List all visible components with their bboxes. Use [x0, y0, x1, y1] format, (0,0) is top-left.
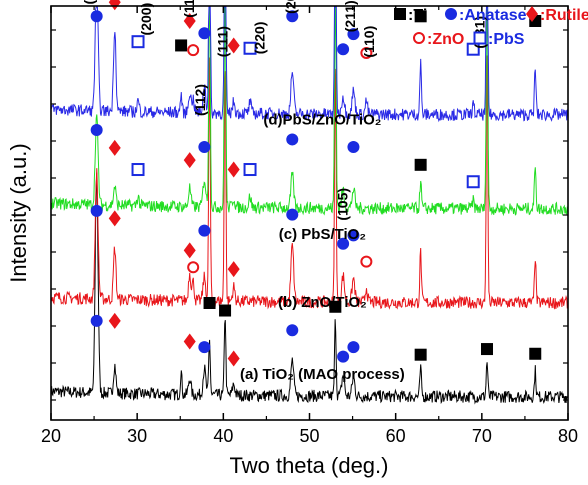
trace-series-4: [50, 6, 569, 123]
ti-marker: [219, 304, 232, 317]
legend: :Ti :Anatase :Rutile :ZnO :PbS: [394, 6, 588, 48]
anatase-marker: [347, 229, 360, 242]
hkl-label: (211): [342, 0, 358, 32]
legend-marker-3: [526, 6, 538, 22]
rutile-marker: [183, 333, 196, 350]
rutile-marker: [227, 350, 240, 367]
series-label: (a) TiO₂ (MAO process): [240, 366, 405, 383]
pbs-marker: [243, 163, 257, 177]
ti-marker: [529, 347, 542, 360]
ti-marker: [414, 348, 427, 361]
anatase-marker: [286, 208, 299, 221]
zno-marker: [187, 44, 200, 57]
anatase-marker: [347, 140, 360, 153]
zno-marker: [360, 46, 373, 59]
legend-marker-4: [413, 32, 425, 44]
anatase-marker: [198, 140, 211, 153]
hkl-label: (111): [215, 26, 231, 57]
legend-label: :Rutile: [540, 7, 588, 24]
anatase-marker: [198, 27, 211, 40]
anatase-marker: [347, 28, 360, 41]
legend-label: :Anatase: [459, 7, 527, 24]
hkl-label: (220): [252, 22, 268, 55]
legend-marker-5: [473, 31, 487, 45]
rutile-marker: [227, 261, 240, 278]
ti-marker: [203, 297, 216, 309]
anatase-marker: [286, 10, 299, 23]
anatase-marker: [337, 237, 350, 250]
hkl-label: (112): [192, 84, 208, 116]
x-tick-label: 80: [558, 426, 578, 446]
anatase-marker: [337, 350, 350, 363]
trace-series-3: [50, 6, 569, 217]
pbs-marker: [131, 35, 145, 49]
legend-marker-2: [445, 8, 457, 20]
rutile-marker: [227, 161, 240, 178]
x-tick-label: 60: [386, 426, 406, 446]
anatase-marker: [90, 124, 103, 137]
trace-layer: [50, 6, 569, 405]
hkl-label: (200): [138, 3, 154, 36]
x-tick-label: 20: [41, 426, 61, 446]
x-axis-label: Two theta (deg.): [230, 453, 389, 478]
x-tick-label: 50: [299, 426, 319, 446]
pbs-marker: [466, 42, 480, 56]
y-axis-label: Intensity (a.u.): [6, 143, 31, 282]
rutile-marker: [183, 152, 196, 169]
anatase-marker: [198, 224, 211, 237]
hkl-label: (110): [361, 26, 377, 58]
x-tick-label: 40: [213, 426, 233, 446]
rutile-marker: [108, 210, 121, 227]
rutile-marker: [108, 312, 121, 329]
hkl-label: (105): [334, 188, 350, 221]
ti-marker: [175, 39, 188, 52]
legend-label: :Ti: [408, 7, 427, 24]
anatase-marker: [90, 10, 103, 23]
anatase-marker: [90, 204, 103, 217]
ti-marker: [481, 343, 494, 356]
anatase-marker: [347, 341, 360, 354]
x-tick-label: 70: [472, 426, 492, 446]
pbs-marker: [243, 41, 257, 55]
anatase-marker: [286, 133, 299, 146]
annotation-layer: (101)(110)(200)(101)(111)(111)(220)(200)…: [81, 0, 542, 383]
pbs-marker: [131, 163, 145, 177]
ti-marker: [414, 10, 427, 23]
rutile-marker: [108, 0, 121, 11]
legend-label: :ZnO: [427, 31, 464, 48]
anatase-marker: [90, 314, 103, 327]
axes-layer: 20 30 40 50 60 70 80: [41, 6, 578, 446]
ti-marker: [414, 158, 427, 171]
rutile-marker: [183, 13, 196, 29]
series-label: (c) PbS/TiO₂: [279, 226, 366, 243]
x-tick-label: 30: [127, 426, 147, 446]
trace-series-2: [50, 55, 569, 310]
legend-label: :PbS: [488, 31, 525, 48]
pbs-marker: [466, 175, 480, 189]
anatase-marker: [337, 43, 350, 56]
zno-marker: [360, 255, 373, 268]
zno-marker: [187, 261, 200, 274]
rutile-marker: [227, 37, 240, 54]
hkl-label: (200): [283, 0, 299, 14]
trace-series-1: [50, 172, 569, 405]
rutile-marker: [183, 242, 196, 259]
hkl-label: (101): [81, 0, 97, 4]
series-label: (b) ZnO/TiO₂: [278, 294, 367, 311]
anatase-marker: [286, 324, 299, 337]
hkl-label: (111): [181, 0, 197, 18]
legend-marker-1: [394, 8, 406, 20]
anatase-marker: [198, 341, 211, 354]
ti-marker: [329, 300, 342, 313]
series-label: (d)PbS/ZnO/TiO₂: [263, 111, 381, 128]
rutile-marker: [108, 139, 121, 156]
